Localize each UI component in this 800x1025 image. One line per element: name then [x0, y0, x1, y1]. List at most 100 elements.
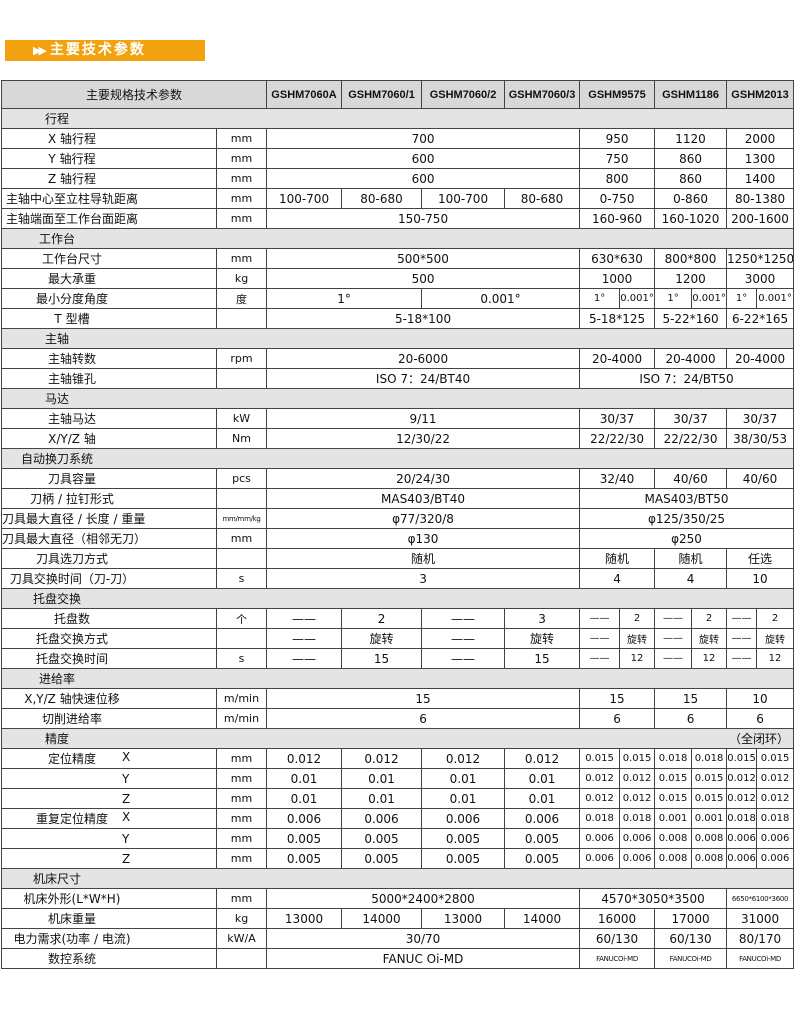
- value-cell: 860: [654, 168, 728, 189]
- table-row: 最小分度角度度 1° 0.001° 1° 0.001° 1° 0.001° 1° 0.001°: [1, 288, 795, 309]
- value-cell: 5-22*160: [654, 308, 728, 329]
- row-label-cell: X 轴行程: [1, 128, 217, 149]
- value-cell: 0.001°: [756, 288, 795, 309]
- row-label-cell: T 型槽: [1, 308, 217, 329]
- value-cell: 0.006: [266, 808, 343, 829]
- value-cell: 20/24/30: [266, 468, 581, 489]
- row-unit: kW/A: [215, 928, 268, 949]
- value-cell: 0.012: [341, 748, 423, 769]
- model-header: GSHM1186: [654, 80, 728, 109]
- row-label-cell: 数控系统: [1, 948, 217, 969]
- value-cell: ——: [266, 628, 343, 649]
- value-cell: 0.008: [691, 848, 728, 869]
- row-unit: mm: [215, 808, 268, 829]
- row-label-cell: X/Y/Z 轴: [1, 428, 217, 449]
- row-label: 刀柄 / 拉钉形式: [30, 492, 114, 506]
- value-cell: ——: [654, 608, 693, 629]
- table-row: 刀具最大直径 / 长度 / 重量 mm/mm/kg φ77/320/8 φ125/35…: [1, 508, 795, 529]
- value-cell: 0.006: [619, 828, 656, 849]
- row-unit: mm: [215, 148, 268, 169]
- value-cell: 1250*1250: [726, 248, 795, 269]
- value-cell: 6-22*165: [726, 308, 795, 329]
- row-label: 托盘数: [53, 612, 90, 626]
- value-cell: FANUCOi-MD: [654, 948, 728, 969]
- value-cell: 6: [654, 708, 728, 729]
- value-cell: 旋转: [619, 628, 656, 649]
- value-cell: 15: [654, 688, 728, 709]
- row-label: 数控系统: [47, 952, 96, 966]
- value-cell: ——: [654, 628, 693, 649]
- header-label: 主要规格技术参数: [0, 80, 268, 109]
- section-cell: 自动换刀系统: [0, 448, 795, 469]
- value-cell: 1300: [726, 148, 795, 169]
- row-label: X/Y/Z 轴: [48, 432, 96, 446]
- row-label: 重复定位精度: [35, 812, 108, 826]
- value-cell: 6650*6100*3600: [726, 888, 795, 909]
- value-cell: 0.01: [341, 788, 423, 809]
- value-cell: 2: [619, 608, 656, 629]
- section-row: 行程: [0, 108, 795, 129]
- value-cell: 0.01: [266, 788, 343, 809]
- row-label-cell: 主轴马达: [1, 408, 217, 429]
- section-row: 主轴: [0, 328, 795, 349]
- value-cell: ——: [266, 648, 343, 669]
- value-cell: 0.012: [579, 788, 621, 809]
- value-cell: 0.005: [266, 828, 343, 849]
- value-cell: 4: [579, 568, 656, 589]
- section-cell: 精度 （全闭环）: [0, 728, 795, 749]
- row-label: Y 轴行程: [48, 152, 96, 166]
- section-cell: 进给率: [0, 668, 795, 689]
- value-cell: 20-6000: [266, 348, 581, 369]
- section-label: 工作台: [38, 232, 75, 246]
- value-cell: ——: [726, 628, 758, 649]
- value-cell: 32/40: [579, 468, 656, 489]
- value-cell: 0.008: [654, 828, 693, 849]
- row-label-cell: 刀具选刀方式: [1, 548, 217, 569]
- row-unit: [215, 488, 268, 509]
- value-cell: 0.008: [691, 828, 728, 849]
- value-cell: 0.012: [266, 748, 343, 769]
- table-row: 刀具选刀方式 随机 随机 随机 任选: [1, 548, 795, 569]
- row-unit: mm: [215, 188, 268, 209]
- table-row: 最大承重 kg 500 1000 1200 3000: [1, 268, 795, 289]
- value-cell: 80/170: [726, 928, 795, 949]
- value-cell: 160-1020: [654, 208, 728, 229]
- value-cell: 40/60: [726, 468, 795, 489]
- row-unit: mm: [215, 168, 268, 189]
- value-cell: 旋转: [504, 628, 581, 649]
- row-unit: mm: [215, 208, 268, 229]
- row-label: 托盘交换方式: [35, 632, 108, 646]
- row-unit: [215, 368, 268, 389]
- row-label: 工作台尺寸: [41, 252, 102, 266]
- row-label: Z 轴行程: [47, 172, 97, 186]
- value-cell: 950: [579, 128, 656, 149]
- value-cell: φ250: [579, 528, 795, 549]
- row-unit: 度: [215, 288, 268, 309]
- row-unit: m/min: [215, 708, 268, 729]
- value-cell: 750: [579, 148, 656, 169]
- value-cell: 0-860: [654, 188, 728, 209]
- row-label-cell: 主轴端面至工作台面距离: [1, 208, 217, 229]
- row-label: 电力需求(功率 / 电流): [13, 932, 131, 946]
- row-unit: s: [215, 568, 268, 589]
- row-label: 刀具容量: [47, 472, 96, 486]
- table-row: X 轴行程 mm 700 950 1120 2000: [1, 128, 795, 149]
- row-unit: kg: [215, 908, 268, 929]
- value-cell: 13000: [421, 908, 506, 929]
- value-cell: 0.006: [504, 808, 581, 829]
- row-unit: mm/mm/kg: [215, 508, 268, 529]
- row-label-cell: Z: [1, 848, 217, 869]
- section-cell: 行程: [0, 108, 795, 129]
- row-unit: rpm: [215, 348, 268, 369]
- value-cell: 0.015: [619, 748, 656, 769]
- header-row: 主要规格技术参数 GSHM7060A GSHM7060/1 GSHM7060/2…: [0, 80, 795, 109]
- row-unit: mm: [215, 248, 268, 269]
- value-cell: 150-750: [266, 208, 581, 229]
- value-cell: 0.006: [341, 808, 423, 829]
- axis-label: X: [122, 810, 131, 824]
